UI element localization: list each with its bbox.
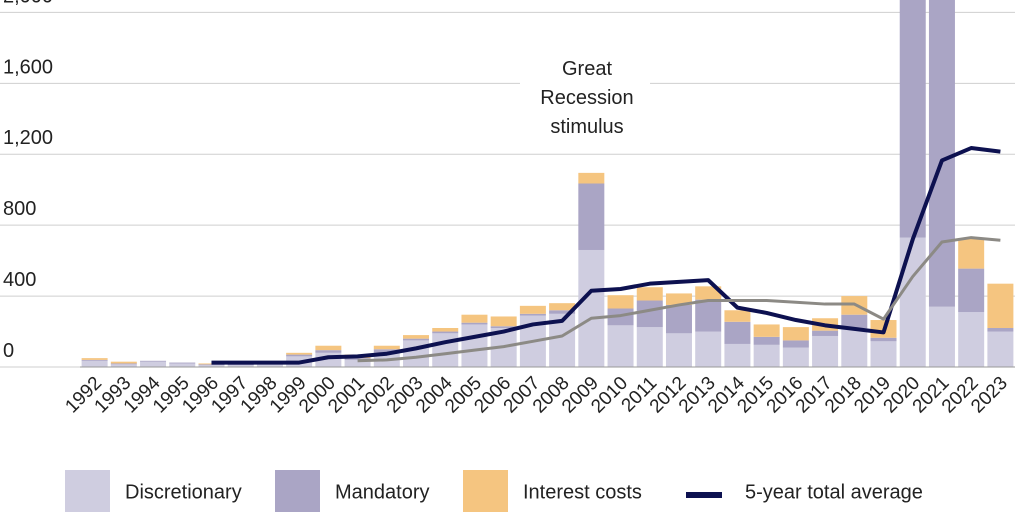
- y-tick-label: 2,000: [3, 0, 53, 7]
- bar-segment: [753, 344, 780, 367]
- bar-segment: [81, 360, 108, 367]
- bar-segment: [403, 340, 430, 367]
- bar-segment: [286, 354, 313, 357]
- bar-segment: [578, 183, 605, 250]
- bar-segment: [198, 365, 225, 367]
- bar-segment: [403, 335, 430, 339]
- bar-segment: [490, 316, 517, 327]
- bar-segment: [812, 330, 839, 336]
- line-series: [357, 236, 1001, 363]
- bar-segment: [724, 343, 751, 367]
- bar-segment: [140, 360, 167, 362]
- bar-segment: [753, 324, 780, 337]
- legend-swatch: [65, 470, 110, 512]
- bar-segment: [344, 358, 371, 360]
- bar-segment: [899, 0, 926, 238]
- bar-segment: [81, 359, 108, 361]
- legend-label: Interest costs: [523, 481, 642, 503]
- bar-segment: [636, 287, 663, 301]
- bar-segment: [169, 362, 196, 364]
- bar-segment: [958, 312, 985, 367]
- bar-segment: [724, 321, 751, 344]
- bar-segment: [140, 361, 167, 367]
- annotation: Recession: [540, 87, 633, 109]
- bar-segment: [724, 310, 751, 322]
- bar-segment: [432, 327, 459, 332]
- bar-segment: [519, 305, 546, 314]
- bar-segment: [753, 336, 780, 345]
- bar-segment: [665, 304, 692, 334]
- bar-segment: [110, 363, 137, 365]
- bar-segment: [549, 303, 576, 311]
- bar-segment: [461, 324, 488, 367]
- y-tick-label: 1,200: [3, 127, 53, 149]
- y-tick-label: 800: [3, 198, 36, 220]
- bar-segment: [81, 358, 108, 360]
- bar-segment: [958, 238, 985, 269]
- bar-segment: [461, 314, 488, 323]
- bar-segment: [665, 293, 692, 305]
- bar-segment: [198, 364, 225, 366]
- bar-segment: [373, 345, 400, 350]
- bar-segment: [227, 364, 254, 366]
- bar-segment: [695, 286, 722, 300]
- legend-swatch: [463, 470, 508, 512]
- bar-segment: [344, 359, 371, 367]
- bar-segment: [782, 347, 809, 367]
- bar-segment: [286, 352, 313, 355]
- bar-segment: [899, 237, 926, 367]
- bar-segment: [403, 338, 430, 341]
- bar-segment: [987, 327, 1014, 332]
- bar-segment: [519, 313, 546, 316]
- bar-segment: [636, 300, 663, 328]
- bar-segment: [432, 331, 459, 334]
- bar-segment: [607, 295, 634, 309]
- bar-segment: [987, 331, 1014, 367]
- bar-segment: [928, 0, 955, 307]
- annotation: stimulus: [550, 116, 623, 138]
- bar-segment: [782, 327, 809, 341]
- bar-segment: [958, 268, 985, 313]
- bar-segment: [928, 306, 955, 367]
- bar-segment: [578, 249, 605, 367]
- bar-segment: [870, 341, 897, 367]
- bar-segment: [110, 364, 137, 367]
- y-tick-label: 400: [3, 269, 36, 291]
- bar-segment: [490, 326, 517, 328]
- legend-label: Mandatory: [335, 481, 430, 503]
- bar-segment: [607, 325, 634, 367]
- y-tick-label: 0: [3, 340, 14, 362]
- annotation: Great: [562, 58, 612, 80]
- y-tick-label: 1,600: [3, 56, 53, 78]
- bar-segment: [256, 364, 283, 367]
- legend-label: 5-year total average: [745, 481, 923, 503]
- bar-segment: [578, 172, 605, 184]
- bar-segment: [373, 349, 400, 353]
- line-series: [211, 146, 1001, 365]
- bar-segment: [110, 361, 137, 364]
- bar-segment: [782, 340, 809, 348]
- annotation-background: [520, 50, 650, 142]
- bar-segment: [841, 314, 868, 328]
- bar-segment: [636, 327, 663, 367]
- bar-segment: [870, 337, 897, 342]
- bar-segment: [812, 335, 839, 367]
- bar-segment: [315, 345, 342, 351]
- bar-segment: [695, 299, 722, 332]
- bar-segment: [987, 283, 1014, 328]
- bar-segment: [169, 363, 196, 367]
- bar-segment: [549, 310, 576, 314]
- bar-segment: [841, 327, 868, 367]
- legend-swatch: [275, 470, 320, 512]
- bar-segment: [665, 333, 692, 367]
- bar-segment: [695, 331, 722, 367]
- bar-segment: [461, 322, 488, 325]
- bar-segment: [227, 365, 254, 367]
- legend-label: Discretionary: [125, 481, 242, 503]
- bar-segment: [432, 333, 459, 367]
- bar-segment: [315, 350, 342, 353]
